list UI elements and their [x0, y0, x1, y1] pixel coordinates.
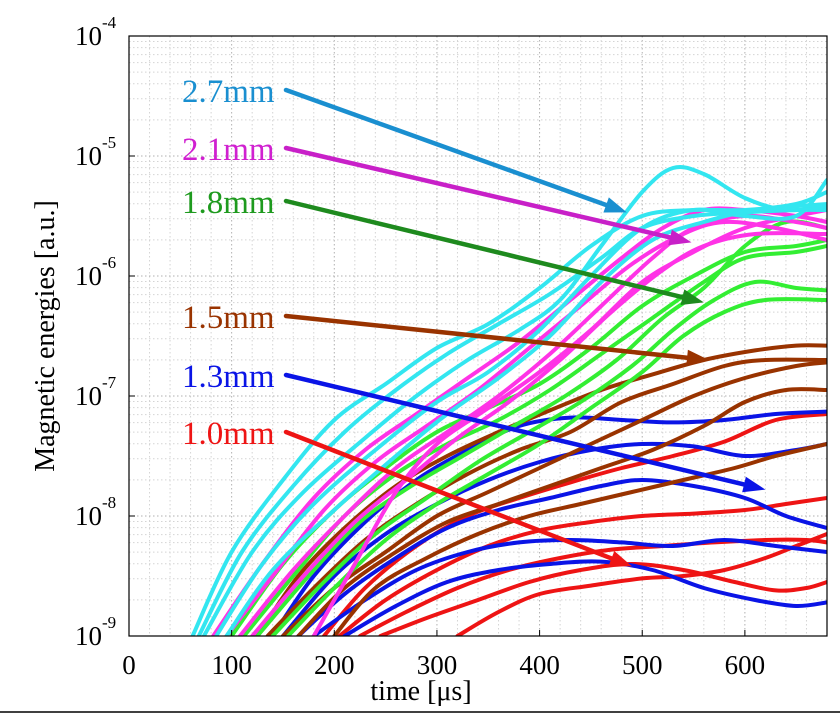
curve-1-0mm	[358, 537, 827, 636]
arrow-line-1-5mm	[283, 313, 690, 360]
curve-1-8mm	[286, 297, 827, 636]
curve-1-5mm	[296, 387, 827, 636]
y-tick-exponent: -7	[102, 373, 117, 392]
series-label-1-5mm: 1.5mm	[182, 300, 275, 336]
x-tick-label: 200	[314, 650, 355, 680]
series-label-2-1mm: 2.1mm	[182, 132, 275, 168]
x-tick-label: 0	[122, 650, 136, 680]
series-labels: 2.7mm 2.1mm 1.8mm 1.5mm 1.3mm 1.0mm	[182, 74, 275, 452]
y-tick-exponent: -9	[102, 613, 116, 632]
curve-1-3mm	[296, 478, 827, 636]
arrow-line-2-7mm	[283, 87, 609, 208]
curve-2-7mm	[224, 202, 827, 636]
data-curves	[190, 164, 827, 636]
curve-1-0mm	[322, 412, 827, 636]
series-label-1-0mm: 1.0mm	[182, 416, 275, 452]
arrow-head-1-5mm	[686, 349, 709, 366]
curve-1-5mm	[255, 343, 827, 636]
arrow-head-2-7mm	[603, 197, 627, 213]
y-tick-base: 10	[75, 621, 102, 651]
x-axis-title: time [μs]	[370, 676, 471, 707]
curve-2-7mm	[190, 190, 827, 636]
arrow-head-1-0mm	[608, 550, 632, 567]
y-axis-title: Magnetic energies [a.u.]	[30, 200, 61, 472]
y-tick-base: 10	[75, 21, 102, 51]
curve-2-1mm	[224, 219, 827, 636]
curve-1-0mm	[337, 496, 827, 636]
arrow-line-1-8mm	[283, 198, 685, 300]
series-label-1-8mm: 1.8mm	[182, 185, 275, 221]
curve-2-7mm	[214, 178, 827, 636]
y-tick-exponent: -8	[102, 493, 116, 512]
x-tick-label: 100	[211, 650, 252, 680]
arrow-line-2-1mm	[283, 145, 673, 240]
arrow-line-1-3mm	[283, 372, 747, 487]
series-label-1-3mm: 1.3mm	[182, 359, 275, 395]
curve-2-7mm	[201, 164, 827, 636]
x-tick-label: 400	[519, 650, 560, 680]
x-tick-label: 500	[622, 650, 663, 680]
arrow-head-2-1mm	[668, 229, 692, 246]
y-tick-base: 10	[75, 381, 102, 411]
y-tick-exponent: -4	[102, 13, 117, 32]
x-tick-label: 300	[417, 650, 458, 680]
curve-1-5mm	[332, 442, 827, 636]
y-tick-base: 10	[75, 501, 102, 531]
arrow-head-1-3mm	[742, 476, 766, 493]
y-tick-base: 10	[75, 141, 102, 171]
x-tick-label: 600	[725, 650, 766, 680]
curve-1-3mm	[342, 559, 827, 636]
curve-1-3mm	[270, 409, 827, 636]
y-tick-base: 10	[75, 261, 102, 291]
annotation-arrows	[283, 87, 766, 567]
series-label-2-7mm: 2.7mm	[182, 74, 275, 110]
curve-1-0mm	[455, 532, 827, 636]
arrow-line-1-0mm	[283, 429, 614, 561]
curve-1-8mm	[255, 219, 827, 636]
arrow-head-1-8mm	[680, 289, 704, 305]
curve-2-1mm	[311, 208, 827, 636]
y-tick-exponent: -6	[102, 253, 116, 272]
plot-frame	[128, 35, 828, 637]
curve-1-3mm	[311, 538, 827, 636]
curve-1-5mm	[281, 360, 827, 636]
y-tick-exponent: -5	[102, 133, 116, 152]
